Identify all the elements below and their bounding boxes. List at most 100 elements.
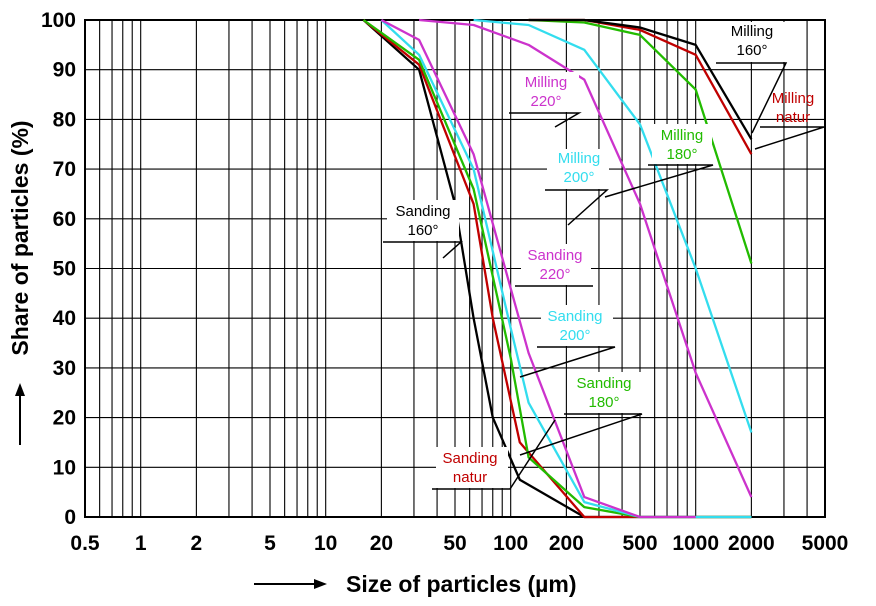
tick-labels: 0.5 1 2 5 10 20 50 100 200 500 1000 2000 5000 0 10 20 30…	[41, 9, 848, 555]
plot-frame	[84, 19, 826, 518]
label-background	[547, 149, 609, 189]
leader-line	[519, 346, 616, 378]
annotation-text: Sanding 200°	[547, 308, 602, 344]
label-background	[720, 22, 786, 62]
annotation-line: 200°	[559, 327, 590, 344]
x-axis-title: Size of particles (µm)	[346, 571, 577, 597]
annotation-line: 160°	[736, 42, 767, 59]
annotation-line: 220°	[539, 266, 570, 283]
sanding-160-label: Sanding 160°	[383, 200, 463, 259]
series-line-milling-160	[528, 18, 753, 140]
annotation-text: Milling 200°	[558, 150, 601, 186]
y-tick-label: 80	[53, 108, 76, 131]
annotation-line: Sanding	[395, 203, 450, 220]
label-background	[652, 124, 712, 164]
y-tick-label: 60	[53, 208, 76, 231]
y-tick-label: 40	[53, 307, 76, 330]
milling-natur-label: Milling natur	[754, 90, 825, 150]
annotation-line: 180°	[588, 394, 619, 411]
annotation-line: Milling	[525, 74, 568, 91]
sanding-natur-label: Sanding natur	[432, 419, 556, 490]
sanding-200-label: Sanding 200°	[519, 305, 616, 378]
annotation-line: 220°	[530, 93, 561, 110]
annotation-text: Milling 160°	[731, 23, 774, 59]
x-tick-label: 20	[370, 532, 393, 555]
grid	[84, 19, 826, 518]
milling-180-label: Milling 180°	[604, 124, 714, 198]
annotation-text: Sanding natur	[442, 450, 497, 486]
label-background	[387, 200, 459, 241]
x-axis-arrow	[254, 579, 327, 589]
annotation-line: 180°	[666, 146, 697, 163]
milling-220-label: Milling 220°	[509, 72, 582, 128]
annotation-line: Sanding	[527, 247, 582, 264]
y-axis-title: Share of particles (%)	[7, 120, 33, 355]
x-tick-label: 5	[264, 532, 276, 555]
leader-line	[545, 189, 609, 226]
x-tick-label: 500	[622, 532, 657, 555]
y-tick-label: 100	[41, 9, 76, 32]
leader-line	[509, 112, 582, 128]
leader-line	[519, 413, 643, 456]
leader-line	[716, 62, 788, 134]
series-line-sanding-natur	[362, 19, 752, 519]
annotation-line: Milling	[731, 23, 774, 40]
annotation-text: Milling natur	[772, 90, 815, 126]
y-tick-label: 30	[53, 357, 76, 380]
y-tick-label: 0	[64, 506, 76, 529]
x-tick-label: 0.5	[70, 532, 100, 555]
series-lines	[362, 18, 753, 519]
y-tick-label: 20	[53, 407, 76, 430]
annotation-line: Milling	[558, 150, 601, 167]
annotation-line: Sanding	[547, 308, 602, 325]
series-line-milling-180	[528, 18, 753, 264]
annotation-line: Milling	[772, 90, 815, 107]
series-line-sanding-220	[380, 18, 696, 519]
annotation-line: natur	[776, 109, 810, 126]
x-tick-label: 1000	[672, 532, 719, 555]
leader-line	[604, 164, 714, 198]
x-tick-label: 200	[549, 532, 584, 555]
x-tick-label: 2000	[728, 532, 775, 555]
leader-line	[432, 419, 556, 490]
annotation-line: Sanding	[576, 375, 631, 392]
annotation-line: Sanding	[442, 450, 497, 467]
label-background	[521, 244, 591, 285]
leader-line	[754, 126, 825, 150]
y-tick-label: 50	[53, 258, 76, 281]
label-background	[436, 447, 508, 488]
annotation-text: Milling 180°	[661, 127, 704, 163]
label-background	[541, 305, 613, 346]
annotation-line: natur	[453, 469, 487, 486]
series-line-milling-220	[418, 18, 753, 498]
x-tick-label: 50	[443, 532, 466, 555]
series-line-milling-200	[473, 18, 753, 433]
annotation-text: Milling 220°	[525, 74, 568, 110]
milling-160-label: Milling 160°	[716, 22, 788, 134]
x-tick-label: 2	[191, 532, 203, 555]
label-background	[513, 72, 579, 112]
x-tick-label: 5000	[802, 532, 849, 555]
leader-line	[383, 241, 463, 259]
sanding-220-label: Sanding 220°	[515, 244, 593, 287]
y-axis-arrow	[15, 383, 25, 445]
series-line-sanding-160	[362, 19, 752, 519]
annotation-text: Sanding 160°	[395, 203, 450, 239]
x-tick-label: 1	[135, 532, 147, 555]
x-tick-label: 10	[314, 532, 337, 555]
sanding-180-label: Sanding 180°	[519, 372, 643, 456]
label-background	[569, 372, 641, 413]
annotation-line: Milling	[661, 127, 704, 144]
y-tick-label: 10	[53, 456, 76, 479]
annotation-text: Sanding 180°	[576, 375, 631, 411]
axis-titles: Share of particles (%) Size of particles…	[7, 120, 577, 597]
y-tick-label: 70	[53, 158, 76, 181]
milling-200-label: Milling 200°	[545, 149, 609, 226]
annotation-text: Sanding 220°	[527, 247, 582, 283]
annotation-line: 200°	[563, 169, 594, 186]
x-tick-label: 100	[493, 532, 528, 555]
annotation-line: 160°	[407, 222, 438, 239]
y-tick-label: 90	[53, 59, 76, 82]
